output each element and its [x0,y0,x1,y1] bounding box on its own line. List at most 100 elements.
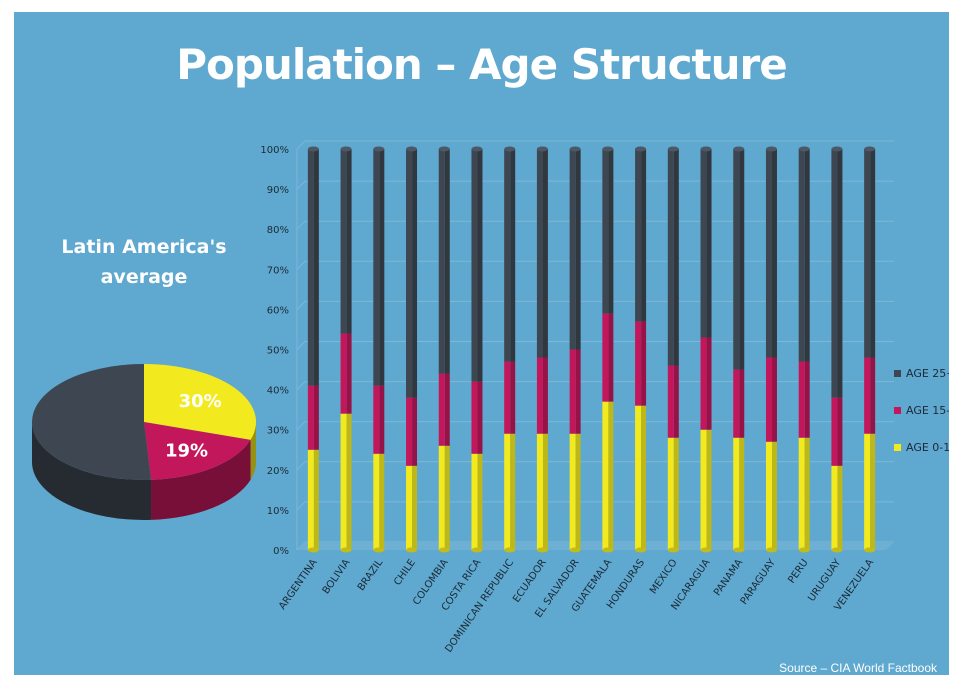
gridline-diag [296,140,306,150]
pie-slice [144,422,251,480]
bar-base [536,547,548,553]
gridline-diag [296,341,306,350]
bar-segment [307,385,319,450]
bar-segment [504,433,516,550]
bar-segment [307,149,319,386]
x-tick-label: BOLIVIA [321,557,353,596]
bar-segment [504,361,516,434]
y-tick-label: 0% [273,546,289,557]
bar-cap [438,146,450,152]
bar-segment [569,349,581,434]
bar-cap [602,146,614,152]
bar-base [504,547,516,553]
bar-cap [700,146,712,152]
legend-label: AGE 15-25 [906,404,949,417]
gridline-diag [296,421,306,431]
bar-base [733,547,745,553]
bar-segment [635,149,647,322]
pie-sides [32,422,256,520]
bar-segment [569,149,581,350]
bar-cap [635,146,647,152]
bar-segment [536,357,548,434]
bar-segment [798,437,810,550]
y-tick-labels: 0% 10% 20% 30% 40% 50% 60% 70% 80% 90% 100% [260,145,289,557]
bar-segment [471,453,483,550]
pie-slice [32,364,152,480]
slide-title: Population – Age Structure [176,40,788,89]
bar-segment [733,437,745,550]
bar-cap [307,146,319,152]
bar-segment [504,149,516,362]
bar-segment [667,149,679,366]
bar-segment [831,397,843,466]
bar-segment [700,149,712,338]
x-tick-label: PERU [786,557,810,585]
y-tick-label: 20% [267,466,289,477]
gridline-diag [296,301,306,310]
gridline-diag [296,220,306,230]
x-tick-label: ARGENTINA [277,557,320,612]
bar-segment [406,397,418,466]
bar-segment [406,149,418,398]
bar-base [667,547,679,553]
pie-slice [144,364,256,440]
bar-base [406,547,418,553]
bar-segment [536,433,548,550]
bar-segment [536,149,548,358]
bar-cap [406,146,418,152]
y-tick-label: 50% [267,346,289,357]
bar-segment [831,149,843,398]
bar-segment [667,437,679,550]
bar-segment [438,445,450,550]
gridline-diag [296,381,306,390]
y-tick-label: 60% [267,305,289,316]
source-note: Source – CIA World Factbook [779,661,937,675]
bar-segment [438,149,450,374]
bar-segment [406,465,418,550]
bar-base [798,547,810,553]
legend-label: AGE 0-14 [906,441,949,454]
bar-base [635,547,647,553]
legend-label: AGE 25+ [906,367,949,380]
bar-segment [864,149,876,358]
y-tick-label: 80% [267,225,289,236]
legend-swatch [894,370,901,377]
bar-segment [602,149,614,314]
bar-base [373,547,385,553]
bar-segment [373,385,385,454]
y-tick-label: 10% [267,506,289,517]
pie-title: Latin America's average [44,232,244,292]
bar-cap [765,146,777,152]
bar-segment [733,149,745,370]
bar-segment [765,357,777,442]
bar-cap [373,146,385,152]
bar-segment [700,429,712,550]
legend-swatch [894,444,901,451]
bar-segment [471,149,483,382]
bar-segment [569,433,581,550]
bar-cap [536,146,548,152]
legend-swatch [894,407,901,414]
bar-base [438,547,450,553]
gridline-diag [296,461,306,471]
bar-segment [340,413,352,550]
bar-segment [438,373,450,446]
bar-cap [733,146,745,152]
pie-chart: 30% 19% [32,364,256,520]
y-tick-label: 30% [267,426,289,437]
x-tick-label: DOMINICAN REPUBLIC [443,557,516,654]
bar-segment [831,465,843,550]
pie-side [151,439,251,520]
bar-segment [340,149,352,334]
x-tick-label: MEXICO [648,557,680,596]
y-tick-label: 70% [267,265,289,276]
bar-segment [602,313,614,402]
bar-segment [635,321,647,406]
bar-segment [635,405,647,550]
gridline-diag [296,501,306,511]
x-tick-label: URUGUAY [806,557,844,604]
bar-segment [798,149,810,362]
pie-slice-label: 19% [165,440,208,461]
pie-slice-label: 30% [179,391,222,412]
x-tick-label: ECUADOR [511,557,549,604]
